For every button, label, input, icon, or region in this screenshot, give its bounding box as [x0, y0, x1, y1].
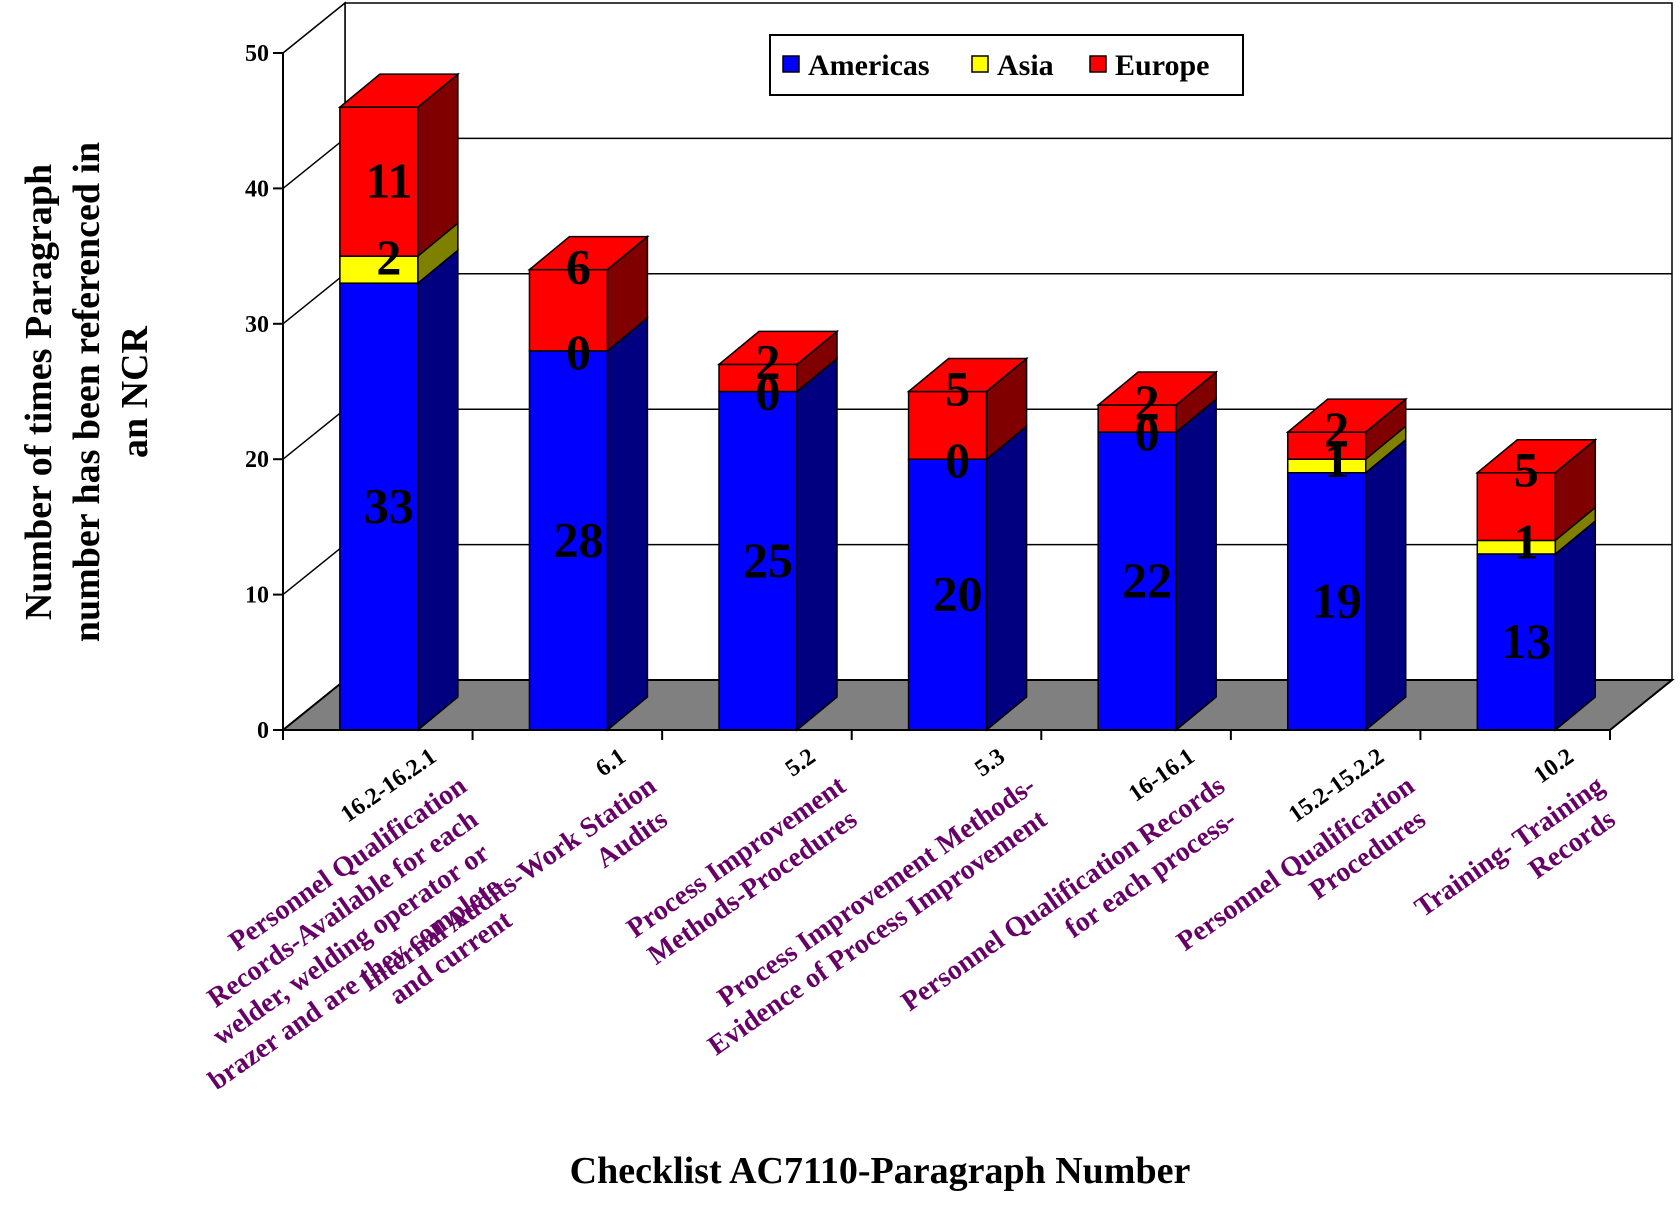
bar-top [906, 357, 1029, 393]
y-tick-label: 40 [245, 176, 269, 202]
data-label-europe: 2 [756, 333, 781, 389]
gridline-side [282, 137, 346, 189]
legend-swatch-americas [782, 55, 800, 73]
bar-side [417, 248, 459, 732]
data-label-americas: 33 [364, 478, 414, 534]
bar-americas [718, 390, 798, 731]
legend-label-americas: Americas [808, 49, 930, 82]
bar-side [1554, 519, 1597, 732]
y-axis-title-line-1: Number of times Paragraph [18, 164, 60, 620]
side-wall [282, 1, 346, 732]
gridline-side [282, 273, 346, 325]
bar-europe [1097, 404, 1177, 433]
y-axis: 0 10 20 30 40 50 [245, 41, 284, 744]
data-label-asia: 0 [566, 324, 591, 380]
y-tick-label: 30 [245, 312, 269, 338]
legend-label-asia: Asia [997, 49, 1054, 82]
bar-side [796, 356, 838, 732]
legend: Americas Asia Europe [769, 34, 1244, 96]
y-tick-label: 20 [245, 447, 269, 473]
x-axis-title: Checklist AC7110-Paragraph Number [570, 1150, 1191, 1192]
data-label-asia: 2 [376, 229, 401, 285]
data-label-europe: 11 [365, 153, 412, 209]
data-label-europe: 6 [566, 239, 591, 295]
bar-side [1175, 397, 1217, 732]
y-tick-label: 0 [257, 718, 269, 744]
category-code: 5.3 [970, 744, 1009, 783]
bar-top [337, 73, 460, 108]
bar-europe [907, 390, 988, 460]
category-code: 5.2 [781, 744, 820, 783]
y-axis-title-line-2: number has been referenced in [66, 142, 108, 642]
bar-europe [528, 268, 609, 352]
data-label-asia: 0 [1135, 405, 1160, 461]
bar-americas [907, 458, 988, 731]
data-label-americas: 22 [1122, 552, 1172, 608]
bar-europe [718, 363, 798, 393]
gridline-side [282, 544, 346, 596]
bar-side [1364, 438, 1407, 732]
data-label-asia: 0 [945, 432, 970, 488]
y-tick-label: 50 [245, 41, 269, 67]
bar-top [527, 235, 650, 271]
legend-box [769, 34, 1244, 96]
bar-side [985, 424, 1028, 732]
data-label-asia: 1 [1324, 432, 1349, 488]
data-label-europe: 2 [1135, 374, 1160, 430]
data-label-americas: 28 [553, 511, 603, 567]
bar-top [716, 330, 840, 366]
bar-americas [528, 350, 609, 731]
data-label-asia: 0 [756, 365, 781, 421]
data-label-asia: 1 [1514, 513, 1539, 569]
category-code: 10.2 [1529, 744, 1578, 789]
category-code: 6.1 [591, 744, 630, 783]
y-axis-title-line-3: an NCR [114, 325, 156, 458]
bar-americas [1097, 431, 1177, 731]
legend-label-europe: Europe [1115, 49, 1209, 82]
data-label-europe: 5 [945, 361, 970, 417]
bar-americas [1476, 553, 1557, 731]
bar-side [606, 316, 649, 732]
y-tick-label: 10 [245, 583, 269, 609]
y-axis-title: Number of times Paragraph number has bee… [18, 142, 156, 642]
bar-top [1475, 438, 1598, 474]
bar-top [1285, 398, 1408, 433]
data-label-americas: 25 [743, 532, 793, 588]
data-label-americas: 19 [1312, 572, 1362, 628]
data-label-europe: 5 [1514, 442, 1539, 498]
data-label-americas: 20 [933, 566, 983, 622]
legend-swatch-europe [1089, 55, 1107, 73]
data-label-americas: 13 [1501, 613, 1551, 669]
bar-americas [1286, 471, 1367, 731]
bar-top [1096, 371, 1219, 406]
data-label-europe: 2 [1324, 401, 1349, 457]
bar-europe [339, 106, 419, 257]
gridline-side [282, 408, 346, 460]
legend-swatch-asia [971, 55, 989, 73]
